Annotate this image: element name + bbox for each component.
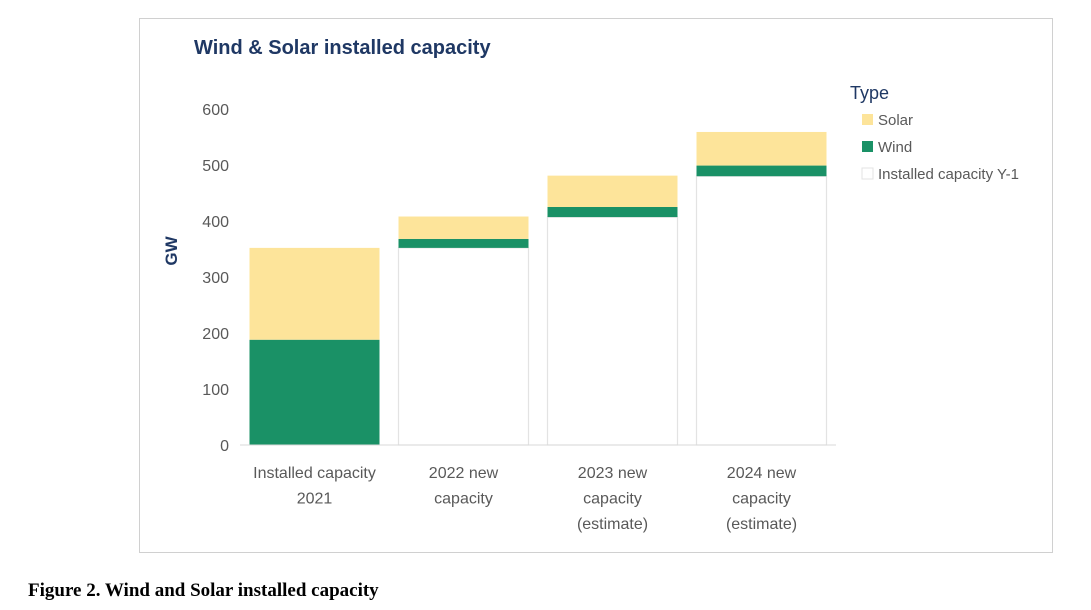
legend-label: Wind xyxy=(878,139,912,156)
bar-segment-wind xyxy=(398,238,529,248)
x-axis-ticks: Installed capacity 2021 2022 new capacity 20… xyxy=(253,465,797,533)
chart-title: Wind & Solar installed capacity xyxy=(194,37,491,59)
x-tick-label: 2023 new capacity (estimate) xyxy=(577,465,648,533)
bar-segment-wind xyxy=(696,165,827,177)
legend-swatch xyxy=(861,167,874,180)
figure-caption: Figure 2. Wind and Solar installed capac… xyxy=(28,580,379,601)
bar-segment-wind xyxy=(249,339,380,445)
y-tick-label: 600 xyxy=(202,102,229,119)
legend-swatch xyxy=(862,141,873,152)
x-tick-label: 2022 new capacity xyxy=(429,465,499,508)
bar-segment-solar xyxy=(696,131,827,166)
y-tick-label: 100 xyxy=(202,382,229,399)
bars xyxy=(249,131,828,446)
y-tick-label: 0 xyxy=(220,438,229,455)
y-tick-label: 200 xyxy=(202,326,229,343)
legend: Solar Wind Installed capacity Y-1 xyxy=(861,112,1019,183)
bar-segment-solar xyxy=(547,175,678,207)
bar-segment-solar xyxy=(249,247,380,340)
legend-label: Solar xyxy=(878,112,913,129)
y-tick-label: 500 xyxy=(202,158,229,175)
chart-svg: Wind & Solar installed capacity GW 0 100 2… xyxy=(162,37,1019,533)
legend-label: Installed capacity Y-1 xyxy=(878,166,1019,183)
bar-segment-installed-capacity-y-1 xyxy=(546,216,679,446)
bar-segment-installed-capacity-y-1 xyxy=(397,247,530,446)
y-tick-label: 300 xyxy=(202,270,229,287)
bar-segment-solar xyxy=(398,216,529,239)
legend-title: Type xyxy=(850,83,889,103)
bar-segment-installed-capacity-y-1 xyxy=(695,175,828,446)
chart-frame: Wind & Solar installed capacity GW 0 100 2… xyxy=(139,18,1053,553)
legend-swatch xyxy=(862,114,873,125)
x-tick-label: 2024 new capacity (estimate) xyxy=(726,465,797,533)
bar-segment-wind xyxy=(547,207,678,218)
y-axis-ticks: 0 100 200 300 400 500 600 xyxy=(202,102,229,455)
y-axis-label: GW xyxy=(162,235,181,265)
y-tick-label: 400 xyxy=(202,214,229,231)
x-tick-label: Installed capacity 2021 xyxy=(253,465,376,508)
